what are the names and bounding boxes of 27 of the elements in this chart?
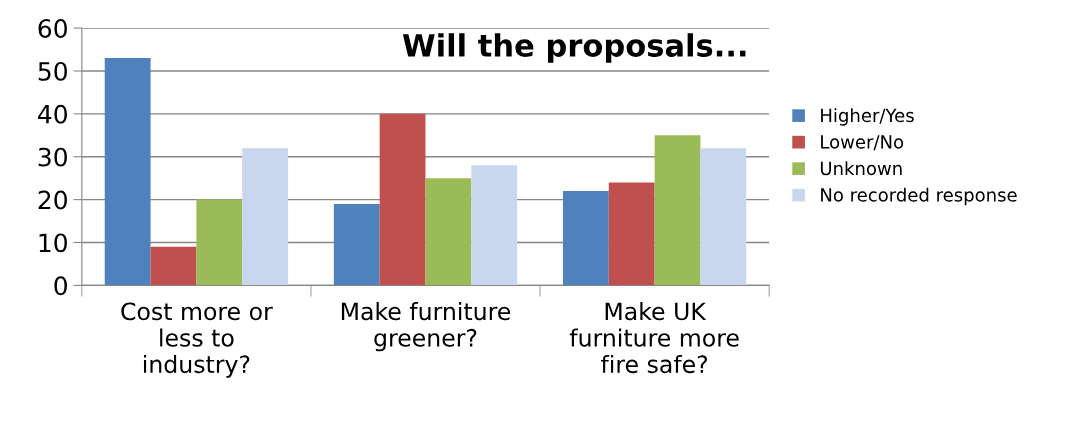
bar: [471, 165, 518, 286]
bar: [379, 113, 426, 286]
bar: [196, 199, 243, 286]
y-tick-label: 0: [54, 276, 67, 296]
x-tick-label: Make UK furniture more fire safe?: [569, 302, 739, 374]
chart-title: Will the proposals...: [402, 33, 746, 63]
bar: [242, 148, 289, 286]
y-tick-label: 30: [38, 147, 67, 167]
bar: [104, 58, 151, 286]
bar: [333, 203, 380, 286]
y-tick-label: 40: [38, 104, 67, 124]
y-tick-label: 20: [38, 190, 67, 210]
legend-label: Unknown: [820, 161, 902, 176]
bar: [562, 191, 609, 286]
x-tick-label: Cost more or less to industry?: [121, 302, 273, 378]
bar: [150, 246, 197, 286]
bar: [608, 182, 655, 286]
legend-label: No recorded response: [821, 187, 1017, 206]
x-tick-label: Make furniture greener?: [341, 302, 511, 352]
y-tick-label: 50: [38, 61, 67, 81]
y-tick-label: 60: [38, 19, 67, 38]
y-tick-label: 10: [39, 233, 67, 253]
legend-label: Lower/No: [821, 135, 904, 151]
bar: [700, 148, 747, 286]
legend-label: Higher/Yes: [821, 108, 914, 126]
bar: [654, 135, 701, 286]
bar: [425, 178, 472, 286]
